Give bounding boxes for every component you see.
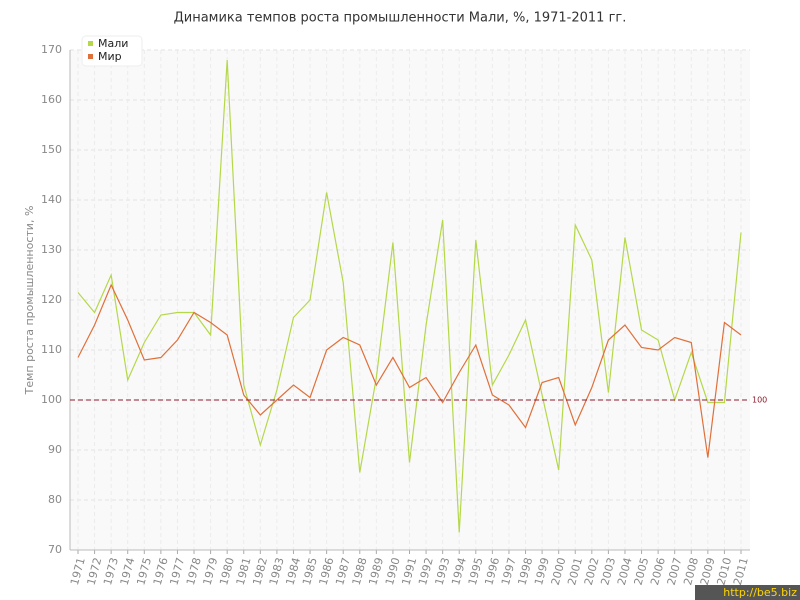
y-tick-label: 70 xyxy=(48,543,62,556)
y-tick-label: 100 xyxy=(41,393,62,406)
y-tick-label: 170 xyxy=(41,43,62,56)
watermark-bg xyxy=(695,585,800,600)
legend-label: Мали xyxy=(98,37,128,50)
y-tick-label: 160 xyxy=(41,93,62,106)
y-axis-label: Темп роста промышленности, % xyxy=(23,206,36,396)
chart-title: Динамика темпов роста промышленности Мал… xyxy=(174,11,627,26)
data-line xyxy=(77,283,742,458)
y-tick-label: 140 xyxy=(41,193,62,206)
y-tick-label: 150 xyxy=(41,143,62,156)
y-tick-label: 110 xyxy=(41,343,62,356)
legend-swatch xyxy=(88,54,93,59)
y-tick-label: 90 xyxy=(48,443,62,456)
data-line xyxy=(77,59,742,533)
legend-box xyxy=(81,35,143,67)
x-tick-label: 2011 xyxy=(731,556,751,586)
y-tick-label: 120 xyxy=(41,293,62,306)
watermark: http://be5.biz xyxy=(723,586,797,599)
y-tick-label: 130 xyxy=(41,243,62,256)
reference-label: 100 xyxy=(752,396,767,405)
legend-label: Мир xyxy=(98,50,122,63)
y-tick-label: 80 xyxy=(48,493,62,506)
legend-swatch xyxy=(88,41,93,46)
